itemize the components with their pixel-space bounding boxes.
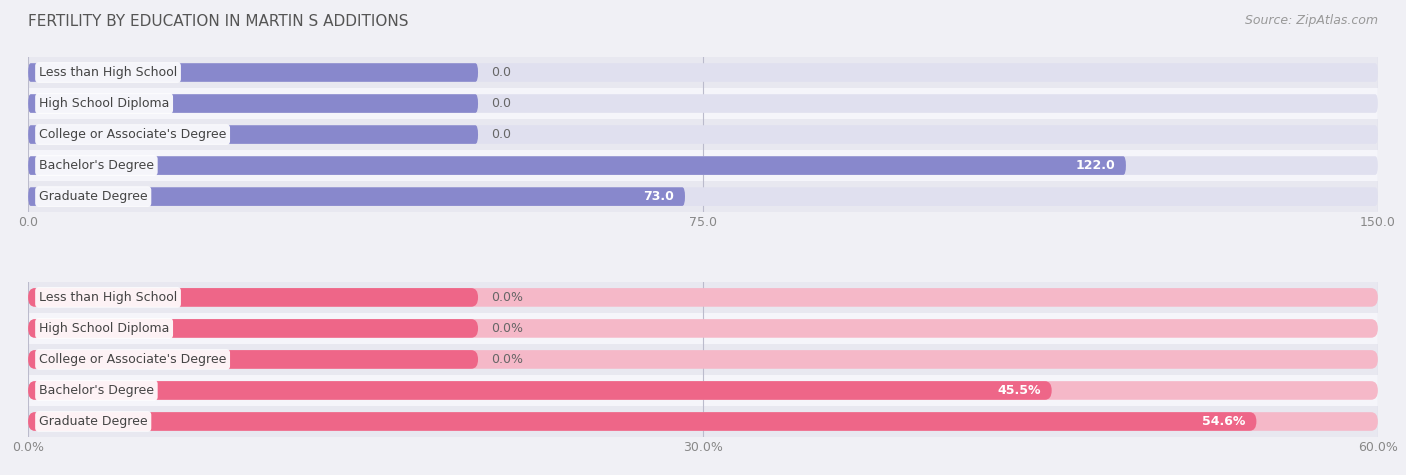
Text: Bachelor's Degree: Bachelor's Degree [39, 384, 153, 397]
Bar [28, 57, 1378, 88]
FancyBboxPatch shape [28, 63, 478, 82]
FancyBboxPatch shape [28, 319, 478, 338]
FancyBboxPatch shape [28, 156, 1126, 175]
FancyBboxPatch shape [28, 350, 1378, 369]
Text: 0.0%: 0.0% [492, 291, 523, 304]
Text: High School Diploma: High School Diploma [39, 322, 169, 335]
Text: High School Diploma: High School Diploma [39, 97, 169, 110]
Bar [28, 375, 1378, 406]
Bar [28, 282, 1378, 313]
Bar [28, 344, 1378, 375]
Bar [28, 88, 1378, 119]
FancyBboxPatch shape [28, 125, 478, 144]
FancyBboxPatch shape [28, 94, 1378, 113]
Text: Graduate Degree: Graduate Degree [39, 415, 148, 428]
Text: 0.0%: 0.0% [492, 353, 523, 366]
Text: 0.0: 0.0 [492, 66, 512, 79]
Bar [28, 150, 1378, 181]
FancyBboxPatch shape [28, 156, 1378, 175]
FancyBboxPatch shape [28, 288, 478, 307]
Bar [28, 119, 1378, 150]
Bar [28, 181, 1378, 212]
Text: 73.0: 73.0 [644, 190, 675, 203]
Text: College or Associate's Degree: College or Associate's Degree [39, 128, 226, 141]
FancyBboxPatch shape [28, 350, 478, 369]
FancyBboxPatch shape [28, 125, 1378, 144]
Text: 0.0: 0.0 [492, 128, 512, 141]
Text: 0.0: 0.0 [492, 97, 512, 110]
FancyBboxPatch shape [28, 381, 1378, 400]
Text: Bachelor's Degree: Bachelor's Degree [39, 159, 153, 172]
Text: FERTILITY BY EDUCATION IN MARTIN S ADDITIONS: FERTILITY BY EDUCATION IN MARTIN S ADDIT… [28, 14, 409, 29]
FancyBboxPatch shape [28, 412, 1257, 431]
FancyBboxPatch shape [28, 94, 478, 113]
Bar [28, 313, 1378, 344]
FancyBboxPatch shape [28, 63, 1378, 82]
Text: 54.6%: 54.6% [1202, 415, 1246, 428]
Text: 122.0: 122.0 [1076, 159, 1115, 172]
Text: 0.0%: 0.0% [492, 322, 523, 335]
Text: Less than High School: Less than High School [39, 291, 177, 304]
Text: College or Associate's Degree: College or Associate's Degree [39, 353, 226, 366]
FancyBboxPatch shape [28, 381, 1052, 400]
Text: Less than High School: Less than High School [39, 66, 177, 79]
Bar [28, 406, 1378, 437]
Text: 45.5%: 45.5% [997, 384, 1040, 397]
FancyBboxPatch shape [28, 288, 1378, 307]
FancyBboxPatch shape [28, 187, 685, 206]
FancyBboxPatch shape [28, 412, 1378, 431]
Text: Graduate Degree: Graduate Degree [39, 190, 148, 203]
Text: Source: ZipAtlas.com: Source: ZipAtlas.com [1244, 14, 1378, 27]
FancyBboxPatch shape [28, 319, 1378, 338]
FancyBboxPatch shape [28, 187, 1378, 206]
